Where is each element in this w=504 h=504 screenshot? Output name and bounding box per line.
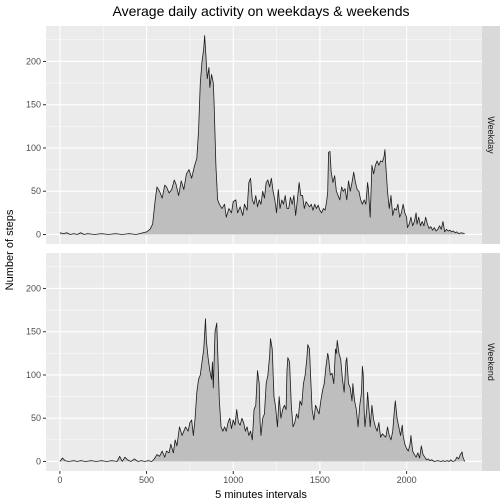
y-tick-label: 200 (26, 283, 41, 293)
y-axis-label: Number of steps (4, 209, 16, 290)
facet-strip-weekend (482, 253, 500, 471)
x-axis-ticks: 0 500 1000 1500 2000 (57, 471, 417, 485)
y-tick-label: 200 (26, 56, 41, 66)
facet-label-weekend: Weekend (486, 343, 496, 381)
x-tick-label: 0 (57, 475, 62, 485)
series-line-weekday (59, 35, 465, 235)
y-tick-label: 100 (26, 143, 41, 153)
y-tick-label: 150 (26, 327, 41, 337)
y-tick-label: 150 (26, 100, 41, 110)
x-tick-label: 1500 (310, 475, 330, 485)
panels-layer: 0 50 100 150 200 Weekday 0 50 100 150 200 Weekend (26, 26, 500, 471)
panel-weekend: 0 50 100 150 200 Weekend (26, 253, 500, 471)
chart-title: Average daily activity on weekdays & wee… (112, 3, 409, 19)
facet-strip-weekday (482, 26, 500, 244)
x-tick-label: 1000 (223, 475, 243, 485)
facet-label-weekday: Weekday (486, 116, 496, 154)
series-line-weekend (59, 318, 466, 462)
y-tick-label: 50 (31, 413, 41, 423)
area-weekend (59, 318, 465, 462)
y-tick-label: 100 (26, 370, 41, 380)
panel-weekday: 0 50 100 150 200 Weekday (26, 26, 500, 244)
y-tick-label: 0 (36, 456, 41, 466)
y-tick-label: 50 (31, 186, 41, 196)
x-tick-label: 500 (139, 475, 154, 485)
y-tick-label: 0 (36, 229, 41, 239)
x-axis-label: 5 minutes intervals (215, 489, 307, 501)
x-tick-label: 2000 (397, 475, 417, 485)
